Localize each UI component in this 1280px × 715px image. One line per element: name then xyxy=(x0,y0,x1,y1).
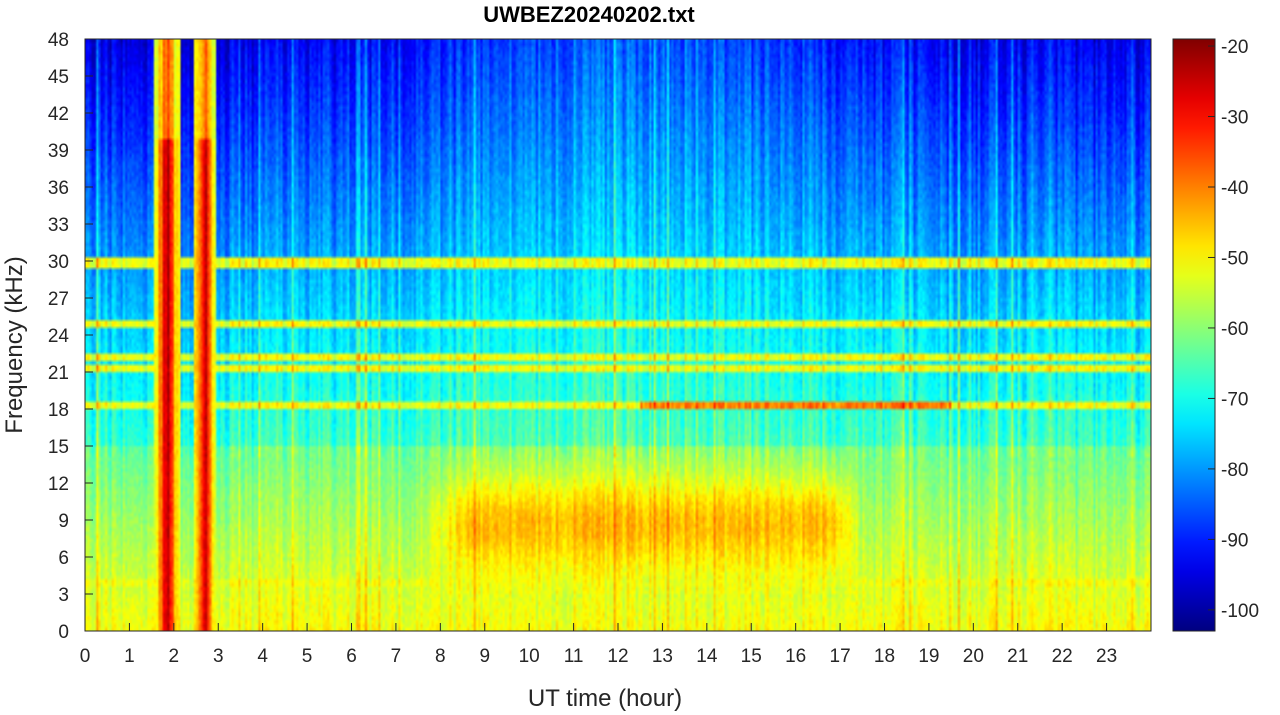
colorbar-tick-label: -80 xyxy=(1221,460,1248,481)
colorbar-tick-label: -40 xyxy=(1221,178,1248,199)
x-tick-label: 3 xyxy=(213,646,224,667)
y-tick-label: 0 xyxy=(58,622,69,643)
x-tick-label: 12 xyxy=(607,646,628,667)
x-tick-label: 21 xyxy=(1007,646,1028,667)
y-axis-label: Frequency (kHz) xyxy=(1,256,28,433)
x-axis-label: UT time (hour) xyxy=(528,685,682,712)
x-tick-label: 17 xyxy=(830,646,851,667)
y-tick-label: 33 xyxy=(48,215,69,236)
x-axis-ticks: 0 1 2 3 4 5 6 7 8 9 10 11 12 13 14 15 16 17 18 19 20 21 22 23 xyxy=(80,623,1117,667)
x-tick-label: 22 xyxy=(1052,646,1073,667)
y-tick-label: 21 xyxy=(48,363,69,384)
colorbar xyxy=(1172,38,1216,632)
colorbar-tick-label: -50 xyxy=(1221,248,1248,269)
colorbar-tick-label: -60 xyxy=(1221,319,1248,340)
heatmap-raster xyxy=(85,39,1151,631)
x-tick-label: 13 xyxy=(652,646,673,667)
x-tick-label: 9 xyxy=(479,646,490,667)
x-tick-label: 5 xyxy=(302,646,313,667)
y-tick-label: 12 xyxy=(48,474,69,495)
colorbar-tick-label: -30 xyxy=(1221,108,1248,129)
colorbar-tick-label: -100 xyxy=(1221,601,1259,622)
x-tick-label: 16 xyxy=(785,646,806,667)
colorbar-ticks: -20 -30 -40 -50 -60 -70 -80 -90 -100 xyxy=(1208,37,1259,622)
colorbar-tick-label: -90 xyxy=(1221,530,1248,551)
colorbar-tick-label: -70 xyxy=(1221,389,1248,410)
x-tick-label: 6 xyxy=(346,646,357,667)
x-tick-label: 2 xyxy=(169,646,180,667)
y-tick-label: 18 xyxy=(48,400,69,421)
x-tick-label: 19 xyxy=(918,646,939,667)
y-tick-label: 48 xyxy=(48,30,69,51)
x-tick-label: 4 xyxy=(257,646,268,667)
colorbar-tick-label: -20 xyxy=(1221,37,1248,58)
x-tick-label: 11 xyxy=(564,646,584,667)
y-tick-label: 42 xyxy=(48,104,69,125)
y-tick-label: 24 xyxy=(48,326,70,347)
y-tick-label: 36 xyxy=(48,178,69,199)
x-tick-label: 15 xyxy=(741,646,762,667)
x-tick-label: 10 xyxy=(519,646,540,667)
y-tick-label: 3 xyxy=(58,585,69,606)
x-tick-label: 18 xyxy=(874,646,895,667)
x-tick-label: 20 xyxy=(963,646,984,667)
x-tick-label: 14 xyxy=(696,646,718,667)
chart-title: UWBEZ20240202.txt xyxy=(483,2,695,27)
x-tick-label: 1 xyxy=(124,646,135,667)
y-tick-label: 45 xyxy=(48,67,69,88)
x-tick-label: 0 xyxy=(80,646,91,667)
y-tick-label: 27 xyxy=(48,289,69,310)
x-tick-label: 8 xyxy=(435,646,446,667)
x-tick-label: 7 xyxy=(391,646,402,667)
y-tick-label: 6 xyxy=(58,548,69,569)
spectrogram-heatmap xyxy=(85,39,1151,631)
x-tick-label: 23 xyxy=(1096,646,1117,667)
y-tick-label: 9 xyxy=(58,511,69,532)
y-tick-label: 15 xyxy=(48,437,69,458)
y-tick-label: 30 xyxy=(48,252,69,273)
y-tick-label: 39 xyxy=(48,141,69,162)
